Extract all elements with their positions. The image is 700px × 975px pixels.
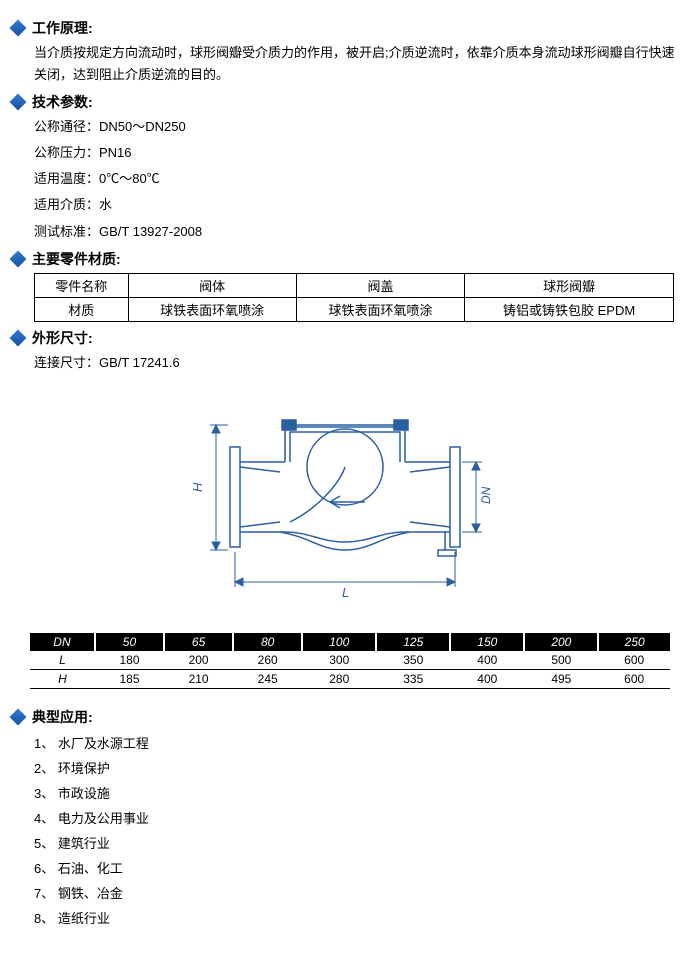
mat-h-cover: 阀盖	[296, 273, 464, 297]
mat-r-disc: 铸铝或铸铁包胶 EPDM	[465, 297, 674, 321]
dims-cell: L	[30, 651, 95, 670]
application-item: 4、 电力及公用事业	[34, 808, 682, 827]
dims-header-cell: 150	[450, 633, 524, 651]
mat-h-name: 零件名称	[35, 273, 129, 297]
section-tech-title: 技术参数:	[32, 92, 93, 112]
dim-std: 连接尺寸：GB/T 17241.6	[34, 352, 682, 374]
application-item: 5、 建筑行业	[34, 833, 682, 852]
dims-cell: 185	[95, 669, 164, 688]
dims-cell: 500	[524, 651, 598, 670]
dims-cell: H	[30, 669, 95, 688]
section-dim-title: 外形尺寸:	[32, 328, 93, 348]
dims-cell: 600	[598, 669, 670, 688]
dims-cell: 600	[598, 651, 670, 670]
valve-svg: L H DN	[190, 392, 510, 612]
application-item: 1、 水厂及水源工程	[34, 733, 682, 752]
diagram-label-L: L	[342, 585, 349, 600]
dims-header-cell: 200	[524, 633, 598, 651]
dims-header-cell: 80	[233, 633, 302, 651]
mat-r-cover: 球铁表面环氧喷涂	[296, 297, 464, 321]
section-dim-head: 外形尺寸:	[12, 328, 682, 348]
dims-header-cell: 100	[302, 633, 376, 651]
dims-cell: 335	[376, 669, 450, 688]
dims-cell: 200	[164, 651, 233, 670]
diamond-icon	[10, 20, 27, 37]
diamond-icon	[10, 708, 27, 725]
dims-cell: 180	[95, 651, 164, 670]
tech-pn: 公称压力：PN16	[34, 142, 682, 164]
section-principle-title: 工作原理:	[32, 18, 93, 38]
dimensions-table: DN506580100125150200250 L180200260300350…	[30, 633, 670, 689]
material-table: 零件名称 阀体 阀盖 球形阀瓣 材质 球铁表面环氧喷涂 球铁表面环氧喷涂 铸铝或…	[34, 273, 674, 322]
tech-medium: 适用介质：水	[34, 194, 682, 216]
mat-h-body: 阀体	[128, 273, 296, 297]
dims-cell: 400	[450, 669, 524, 688]
dims-header-cell: DN	[30, 633, 95, 651]
diamond-icon	[10, 250, 27, 267]
dims-cell: 260	[233, 651, 302, 670]
dims-cell: 245	[233, 669, 302, 688]
section-apps-head: 典型应用:	[12, 707, 682, 727]
section-apps-title: 典型应用:	[32, 707, 93, 727]
mat-h-disc: 球形阀瓣	[465, 273, 674, 297]
diagram-label-DN: DN	[479, 486, 493, 504]
diamond-icon	[10, 329, 27, 346]
dims-header-cell: 65	[164, 633, 233, 651]
dims-cell: 495	[524, 669, 598, 688]
mat-r-body: 球铁表面环氧喷涂	[128, 297, 296, 321]
diamond-icon	[10, 94, 27, 111]
diagram-label-H: H	[190, 482, 205, 492]
dims-cell: 210	[164, 669, 233, 688]
application-item: 7、 钢铁、冶金	[34, 883, 682, 902]
application-item: 8、 造纸行业	[34, 908, 682, 927]
tech-temp: 适用温度：0℃～80℃	[34, 168, 682, 190]
dims-cell: 280	[302, 669, 376, 688]
dims-header-cell: 250	[598, 633, 670, 651]
section-tech-head: 技术参数:	[12, 92, 682, 112]
dims-header-cell: 125	[376, 633, 450, 651]
section-principle-head: 工作原理:	[12, 18, 682, 38]
applications-list: 1、 水厂及水源工程 2、 环境保护 3、 市政设施 4、 电力及公用事业 5、 建筑行…	[34, 733, 682, 927]
application-item: 6、 石油、化工	[34, 858, 682, 877]
section-material-title: 主要零件材质:	[32, 249, 121, 269]
dims-cell: 300	[302, 651, 376, 670]
application-item: 2、 环境保护	[34, 758, 682, 777]
valve-diagram: L H DN	[18, 392, 682, 615]
tech-std: 测试标准：GB/T 13927-2008	[34, 221, 682, 243]
dims-cell: 400	[450, 651, 524, 670]
section-material-head: 主要零件材质:	[12, 249, 682, 269]
dims-cell: 350	[376, 651, 450, 670]
tech-dn: 公称通径：DN50～DN250	[34, 116, 682, 138]
dims-header-cell: 50	[95, 633, 164, 651]
mat-r-label: 材质	[35, 297, 129, 321]
application-item: 3、 市政设施	[34, 783, 682, 802]
principle-text: 当介质按规定方向流动时，球形阀瓣受介质力的作用，被开启;介质逆流时，依靠介质本身…	[34, 42, 682, 86]
